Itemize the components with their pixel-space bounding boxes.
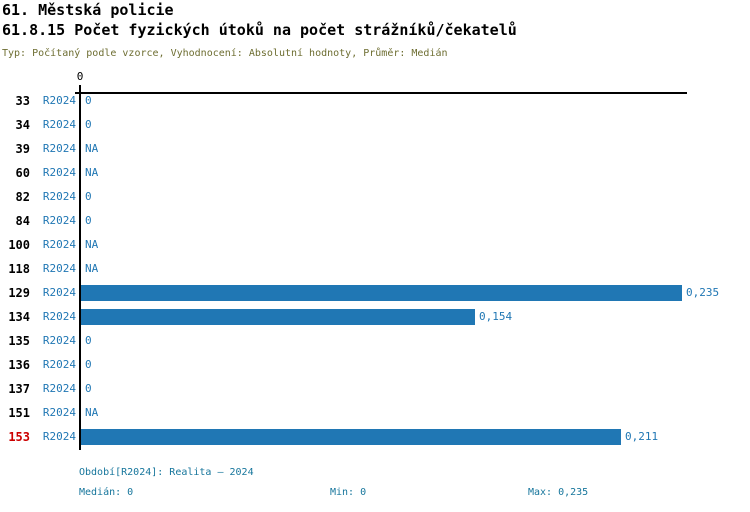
bar: [81, 309, 475, 325]
chart-row: 135 R2024 0: [0, 329, 750, 353]
row-category-label: 82: [15, 190, 30, 204]
chart-row: 33 R2024 0: [0, 89, 750, 113]
axis-tick-mark: [79, 85, 81, 92]
row-period-label: R2024: [42, 358, 76, 371]
row-category-label: 137: [8, 382, 30, 396]
chart-row: 129 R2024 0,235: [0, 281, 750, 305]
chart-row: 151 R2024 NA: [0, 401, 750, 425]
axis-top-line: [75, 92, 687, 94]
chart-row: 82 R2024 0: [0, 185, 750, 209]
footer-min-label: Min: 0: [330, 487, 367, 498]
row-value-label: 0: [85, 118, 92, 131]
chart-rows: 33 R2024 0 34 R2024 0 39 R2024 NA 60 R2024 NA 82 R202…: [0, 89, 750, 449]
row-category-label: 118: [8, 262, 30, 276]
row-period-label: R2024: [42, 166, 76, 179]
row-period-label: R2024: [42, 382, 76, 395]
row-value-label: 0: [85, 94, 92, 107]
row-category-label: 134: [8, 310, 30, 324]
chart-row: 100 R2024 NA: [0, 233, 750, 257]
bar-value-label: 0,235: [686, 286, 720, 299]
row-category-label: 39: [15, 142, 30, 156]
row-value-label: 0: [85, 358, 92, 371]
row-value-label: NA: [85, 262, 99, 275]
row-period-label: R2024: [42, 334, 76, 347]
footer-median-label: Medián: 0: [79, 487, 134, 498]
row-category-label: 151: [8, 406, 30, 420]
bar-value-label: 0,211: [625, 430, 659, 443]
chart-row: 118 R2024 NA: [0, 257, 750, 281]
bar-value-label: 0,154: [479, 310, 513, 323]
row-value-label: 0: [85, 382, 92, 395]
row-period-label: R2024: [42, 190, 76, 203]
footer-max-label: Max: 0,235: [528, 487, 589, 498]
row-period-label: R2024: [42, 406, 76, 419]
chart-row: 60 R2024 NA: [0, 161, 750, 185]
chart-row: 137 R2024 0: [0, 377, 750, 401]
row-value-label: 0: [85, 214, 92, 227]
bar: [81, 285, 682, 301]
row-period-label: R2024: [42, 214, 76, 227]
axis-vertical-line: [79, 92, 81, 450]
chart-row: 39 R2024 NA: [0, 137, 750, 161]
row-category-label: 60: [15, 166, 30, 180]
row-period-label: R2024: [42, 118, 76, 131]
row-value-label: NA: [85, 142, 99, 155]
row-value-label: NA: [85, 406, 99, 419]
row-period-label: R2024: [42, 94, 76, 107]
chart-meta-line: Typ: Počítaný podle vzorce, Vyhodnocení:…: [2, 48, 448, 59]
row-period-label: R2024: [42, 142, 76, 155]
row-category-label: 153: [8, 430, 30, 444]
row-period-label: R2024: [42, 310, 76, 323]
row-period-label: R2024: [42, 262, 76, 275]
row-category-label: 84: [15, 214, 30, 228]
row-category-label: 136: [8, 358, 30, 372]
row-category-label: 33: [15, 94, 30, 108]
row-category-label: 135: [8, 334, 30, 348]
bar: [81, 429, 621, 445]
row-category-label: 129: [8, 286, 30, 300]
row-category-label: 100: [8, 238, 30, 252]
chart-row: 153 R2024 0,211: [0, 425, 750, 449]
chart-row: 84 R2024 0: [0, 209, 750, 233]
chart-subtitle: 61.8.15 Počet fyzických útoků na počet s…: [2, 21, 517, 39]
chart-row: 136 R2024 0: [0, 353, 750, 377]
row-category-label: 34: [15, 118, 30, 132]
chart-row: 134 R2024 0,154: [0, 305, 750, 329]
row-value-label: NA: [85, 166, 99, 179]
chart-row: 34 R2024 0: [0, 113, 750, 137]
row-value-label: 0: [85, 190, 92, 203]
row-period-label: R2024: [42, 286, 76, 299]
row-period-label: R2024: [42, 238, 76, 251]
page-title: 61. Městská policie: [2, 1, 174, 19]
row-value-label: 0: [85, 334, 92, 347]
axis-tick-label-zero: 0: [76, 70, 84, 83]
row-period-label: R2024: [42, 430, 76, 443]
row-value-label: NA: [85, 238, 99, 251]
footer-period-line: Období[R2024]: Realita – 2024: [79, 467, 254, 478]
